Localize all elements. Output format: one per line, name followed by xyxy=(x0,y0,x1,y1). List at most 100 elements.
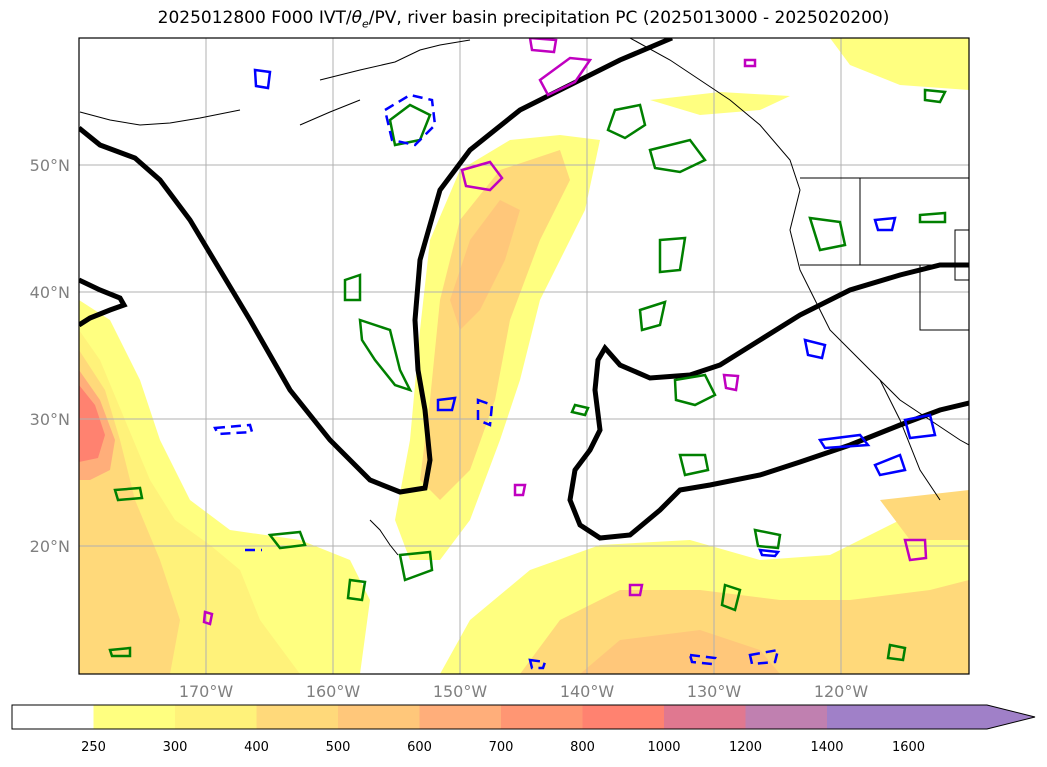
title-theta: θ xyxy=(351,8,362,28)
lat-label-50n: 50°N xyxy=(30,156,70,175)
pv-contour xyxy=(528,658,547,670)
theta-e-contour xyxy=(658,236,687,274)
pv-contour xyxy=(383,93,437,147)
coastlines xyxy=(79,38,969,556)
lon-label-160w: 160°W xyxy=(306,682,361,701)
ivt-region-north xyxy=(830,38,969,90)
pv-contour-magenta xyxy=(903,538,928,562)
theta-e-contour xyxy=(398,550,434,582)
colorbar-label: 1400 xyxy=(810,740,843,755)
north-america-coast xyxy=(629,38,969,446)
theta-e-contours xyxy=(108,88,947,662)
theta-e-contour xyxy=(113,486,144,502)
theta-e-contour xyxy=(358,318,413,393)
pv-contour xyxy=(873,453,907,477)
page-title: 2025012800 F000 IVT/θe/PV, river basin p… xyxy=(0,8,1047,30)
pv-contour xyxy=(213,423,254,436)
lon-label-150w: 150°W xyxy=(433,682,488,701)
lon-label-170w: 170°W xyxy=(179,682,234,701)
aleutians xyxy=(79,109,241,126)
pv-contour-magenta xyxy=(628,583,644,597)
theta-e-contour xyxy=(606,103,647,140)
colorbar-label: 400 xyxy=(244,740,269,755)
theta-e-contour xyxy=(678,453,710,477)
theta-e-contour xyxy=(267,530,307,550)
baja-california xyxy=(879,379,941,501)
boundary-contour-west xyxy=(79,277,128,328)
lon-label-120w: 120°W xyxy=(814,682,869,701)
boundary-contours xyxy=(79,38,969,541)
colorbar-swatch xyxy=(175,705,257,729)
title-theta-subscript: e xyxy=(362,17,369,31)
theta-e-contour xyxy=(886,643,907,662)
pv-contour xyxy=(253,68,272,90)
colorbar-label: 300 xyxy=(163,740,188,755)
pv-contour-magenta xyxy=(743,58,757,68)
title-prefix: 2025012800 F000 IVT/ xyxy=(157,8,352,28)
boundary-contour-east xyxy=(567,262,969,541)
pv-contours-blue xyxy=(213,68,937,670)
theta-e-contour xyxy=(648,138,707,174)
lon-label-140w: 140°W xyxy=(560,682,615,701)
alaska-coast xyxy=(299,39,471,126)
colorbar-label: 500 xyxy=(326,740,351,755)
colorbar-swatch xyxy=(93,705,175,729)
pv-contour xyxy=(436,396,457,412)
theta-e-contour xyxy=(108,646,132,658)
hawaii xyxy=(369,519,399,556)
theta-e-contour xyxy=(808,216,847,252)
lat-tick-labels: 50°N 40°N 30°N 20°N xyxy=(30,156,70,556)
colorbar-label: 1600 xyxy=(892,740,925,755)
ivt-region-south-3 xyxy=(580,630,780,674)
colorbar-label: 1000 xyxy=(647,740,680,755)
lon-tick-labels: 170°W 160°W 150°W 140°W 130°W 120°W xyxy=(179,682,869,701)
theta-e-contour xyxy=(570,403,590,417)
pv-contour xyxy=(873,216,897,232)
lat-label-30n: 30°N xyxy=(30,410,70,429)
pv-contour xyxy=(758,548,781,558)
colorbar-swatch xyxy=(582,705,664,729)
ivt-region-north-2 xyxy=(650,92,790,115)
theta-e-contour xyxy=(343,273,362,302)
pv-contour-magenta xyxy=(538,56,593,97)
pv-contour xyxy=(817,433,871,450)
lat-label-40n: 40°N xyxy=(30,283,70,302)
colorbar-label: 250 xyxy=(81,740,106,755)
colorbar-swatch xyxy=(338,705,420,729)
pv-contour xyxy=(748,648,780,666)
ivt-region-west-5 xyxy=(79,385,105,462)
pv-contours-magenta xyxy=(202,38,928,626)
colorbar-swatch xyxy=(908,705,1035,729)
colorbar-swatch xyxy=(419,705,501,729)
boundary-contour-main xyxy=(79,38,673,495)
theta-e-contour xyxy=(918,211,947,224)
theta-e-contour xyxy=(923,88,947,104)
colorbar: 250 300 400 500 600 700 800 1000 1200 14… xyxy=(11,704,1036,755)
pv-contour xyxy=(476,398,494,427)
pv-contour-magenta xyxy=(528,38,558,54)
colorbar-swatch xyxy=(664,705,746,729)
title-suffix: /PV, river basin precipitation PC (20250… xyxy=(368,8,890,28)
colorbar-swatch xyxy=(745,705,827,729)
ivt-plume-mid xyxy=(420,150,570,500)
colorbar-label: 600 xyxy=(407,740,432,755)
lat-label-20n: 20°N xyxy=(30,537,70,556)
pv-contour xyxy=(688,653,717,666)
pv-contour xyxy=(903,413,937,440)
ivt-shading xyxy=(79,38,969,674)
colorbar-label: 700 xyxy=(489,740,514,755)
lat-lon-grid xyxy=(79,38,969,674)
colorbar-outline xyxy=(11,704,1036,730)
ivt-plume-core xyxy=(450,200,520,330)
lon-label-130w: 130°W xyxy=(687,682,742,701)
theta-e-contour xyxy=(638,300,667,332)
colorbar-label: 1200 xyxy=(729,740,762,755)
theta-e-contour xyxy=(388,103,432,147)
pv-contour-magenta xyxy=(460,160,504,192)
map-frame xyxy=(78,37,970,675)
borders xyxy=(800,177,969,331)
pv-contour xyxy=(803,338,827,360)
colorbar-swatch xyxy=(827,705,909,729)
colorbar-swatch xyxy=(12,705,94,729)
